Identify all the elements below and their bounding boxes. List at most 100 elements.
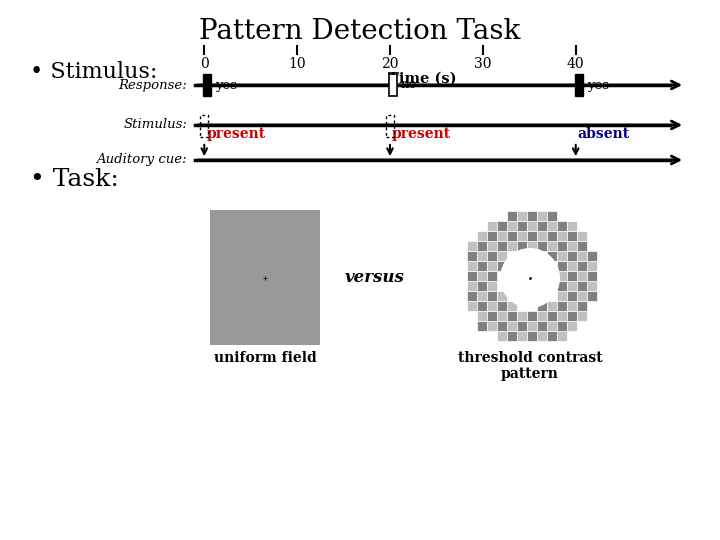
Bar xyxy=(477,321,487,331)
Bar xyxy=(537,241,547,251)
Bar xyxy=(537,211,547,221)
Text: Response:: Response: xyxy=(118,78,187,91)
Bar xyxy=(577,291,587,301)
Bar xyxy=(557,301,567,311)
Bar xyxy=(587,271,597,281)
Bar xyxy=(467,291,477,301)
Bar xyxy=(547,301,557,311)
Bar xyxy=(200,115,208,137)
Bar xyxy=(497,311,507,321)
Bar xyxy=(487,261,497,271)
Bar xyxy=(567,321,577,331)
Bar xyxy=(497,291,507,301)
Bar xyxy=(487,301,497,311)
Bar xyxy=(527,321,537,331)
Bar xyxy=(477,301,487,311)
Bar xyxy=(507,311,517,321)
Bar xyxy=(557,331,567,341)
Bar xyxy=(537,301,547,311)
Bar xyxy=(517,211,527,221)
Bar xyxy=(497,231,507,241)
Bar xyxy=(527,311,537,321)
Bar xyxy=(557,241,567,251)
Bar xyxy=(567,231,577,241)
Bar xyxy=(567,281,577,291)
Bar xyxy=(517,241,527,251)
Bar xyxy=(507,211,517,221)
Bar xyxy=(577,261,587,271)
Bar xyxy=(557,271,567,281)
Bar xyxy=(477,231,487,241)
Bar xyxy=(527,211,537,221)
Bar xyxy=(497,241,507,251)
Bar xyxy=(487,281,497,291)
Bar xyxy=(567,301,577,311)
Bar xyxy=(386,115,394,137)
Bar xyxy=(557,251,567,261)
Bar xyxy=(527,241,537,251)
Text: versus: versus xyxy=(345,269,405,286)
Bar xyxy=(507,331,517,341)
Bar xyxy=(210,210,320,345)
Bar xyxy=(567,271,577,281)
Bar xyxy=(587,261,597,271)
Bar xyxy=(389,74,397,96)
Bar xyxy=(547,211,557,221)
Bar xyxy=(527,331,537,341)
Bar xyxy=(537,311,547,321)
Text: Pattern Detection Task: Pattern Detection Task xyxy=(199,18,521,45)
Bar xyxy=(467,261,477,271)
Text: 40: 40 xyxy=(567,57,585,71)
Bar xyxy=(577,231,587,241)
Bar xyxy=(547,241,557,251)
Bar xyxy=(487,271,497,281)
Text: 10: 10 xyxy=(288,57,306,71)
Bar xyxy=(547,221,557,231)
Bar xyxy=(557,291,567,301)
Bar xyxy=(537,231,547,241)
Bar xyxy=(467,301,477,311)
Bar xyxy=(577,271,587,281)
Text: present: present xyxy=(392,127,451,141)
Bar xyxy=(577,241,587,251)
Bar xyxy=(487,241,497,251)
Bar xyxy=(507,221,517,231)
Text: Auditory cue:: Auditory cue: xyxy=(96,153,187,166)
Bar xyxy=(477,281,487,291)
Bar xyxy=(567,221,577,231)
Bar xyxy=(557,311,567,321)
Text: threshold contrast
pattern: threshold contrast pattern xyxy=(458,351,603,381)
Bar xyxy=(517,231,527,241)
Bar xyxy=(587,251,597,261)
Bar xyxy=(507,231,517,241)
Bar xyxy=(467,251,477,261)
Bar xyxy=(497,261,507,271)
Bar xyxy=(507,301,517,311)
Text: 30: 30 xyxy=(474,57,492,71)
Bar xyxy=(517,221,527,231)
Bar xyxy=(477,291,487,301)
Bar xyxy=(203,74,211,96)
Bar xyxy=(477,251,487,261)
Bar xyxy=(487,251,497,261)
Bar xyxy=(567,261,577,271)
Text: • Stimulus:: • Stimulus: xyxy=(30,61,158,83)
Bar xyxy=(567,241,577,251)
Bar xyxy=(577,281,587,291)
Text: yes: yes xyxy=(587,78,608,91)
Bar xyxy=(557,281,567,291)
Bar xyxy=(507,321,517,331)
Bar xyxy=(557,231,567,241)
Text: 0: 0 xyxy=(200,57,209,71)
Bar xyxy=(507,241,517,251)
Bar xyxy=(567,311,577,321)
Text: uniform field: uniform field xyxy=(214,351,316,365)
Bar xyxy=(487,291,497,301)
Bar xyxy=(577,251,587,261)
Text: Stimulus:: Stimulus: xyxy=(123,118,187,132)
Bar xyxy=(467,241,477,251)
Text: yes: yes xyxy=(215,78,238,91)
Bar xyxy=(467,271,477,281)
Bar xyxy=(497,321,507,331)
Text: Time (s): Time (s) xyxy=(388,72,456,86)
